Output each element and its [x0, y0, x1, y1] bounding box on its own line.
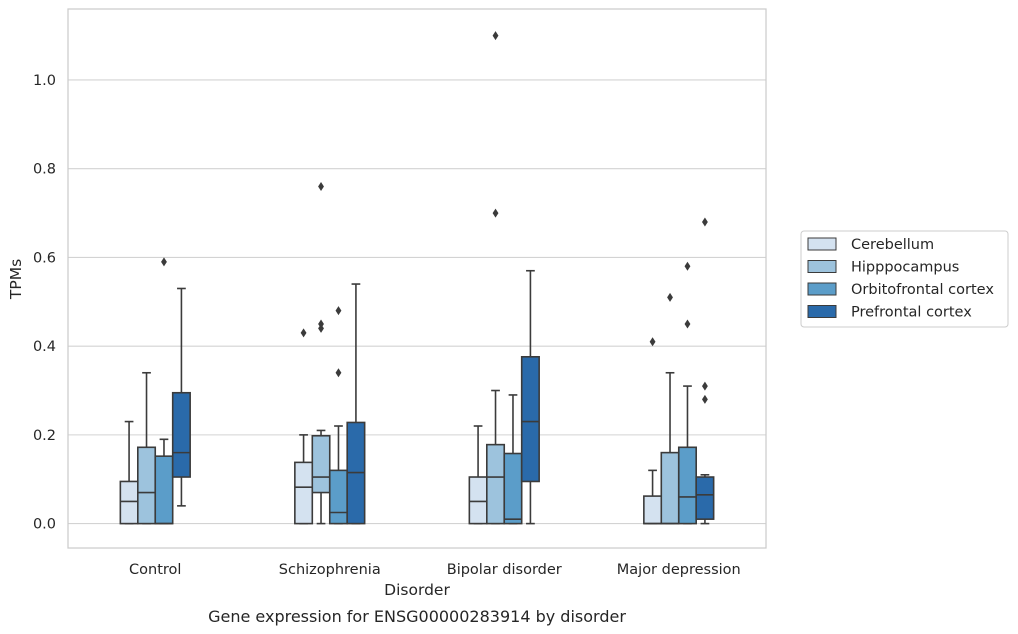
box-body: [311, 434, 331, 494]
box-body: [137, 446, 157, 525]
y-tick-labels: 0.0 0.2 0.4 0.6 0.8 1.0: [33, 73, 56, 533]
box-prefrontal-cortex: [695, 217, 715, 525]
x-tick-label: Control: [129, 562, 181, 578]
outlier-point: [684, 261, 691, 271]
boxes: [119, 31, 715, 525]
outlier-point: [702, 217, 708, 227]
box-cerebellum: [119, 420, 139, 525]
outlier-point: [492, 208, 499, 218]
outlier-point: [492, 31, 499, 41]
x-tick-label: Major depression: [617, 562, 741, 578]
y-tick-label: 0.4: [33, 339, 56, 355]
legend-swatch: [807, 237, 837, 251]
box-orbitofrontal-cortex: [328, 306, 349, 525]
legend-frame: [800, 230, 1009, 328]
box-body: [119, 480, 139, 525]
box-body: [171, 391, 191, 478]
box-body: [677, 446, 698, 525]
x-tick-label: Bipolar disorder: [447, 562, 562, 578]
outlier-point: [702, 381, 708, 391]
legend-label: Cerebellum: [851, 237, 934, 253]
legend-swatch: [807, 260, 837, 273]
box-body: [468, 476, 488, 525]
legend-entries: Cerebellum Hipppocampus Orbitofrontal cort…: [807, 237, 994, 321]
outlier-point: [702, 394, 708, 404]
box-body: [695, 476, 715, 520]
box-body: [328, 469, 349, 525]
plot-area-frame: [67, 8, 767, 549]
box-prefrontal-cortex: [346, 283, 366, 525]
chart-caption: Gene expression for ENSG00000283914 by d…: [208, 607, 626, 626]
box-body: [485, 443, 506, 525]
legend: Cerebellum Hipppocampus Orbitofrontal cort…: [800, 230, 1009, 328]
box-prefrontal-cortex: [171, 287, 191, 507]
outlier-point: [649, 337, 656, 347]
box-orbitofrontal-cortex: [154, 257, 174, 525]
box-hipppocampus: [137, 371, 157, 525]
box-orbitofrontal-cortex: [677, 261, 698, 525]
y-tick-label: 0.6: [33, 250, 56, 266]
legend-label: Prefrontal cortex: [851, 305, 972, 321]
box-orbitofrontal-cortex: [503, 394, 523, 525]
x-tick-label: Schizophrenia: [279, 562, 381, 578]
outlier-point: [667, 292, 673, 302]
box-hipppocampus: [311, 181, 331, 525]
box-body: [294, 461, 314, 525]
x-axis-title: Disorder: [384, 581, 450, 599]
outlier-point: [318, 181, 324, 191]
outlier-point: [335, 368, 342, 378]
box-hipppocampus: [660, 292, 680, 525]
box-cerebellum: [468, 425, 488, 525]
x-tick-labels: Control Schizophrenia Bipolar disorder Majo…: [129, 562, 741, 578]
y-tick-label: 0.2: [33, 428, 56, 444]
box-body: [643, 495, 663, 525]
outlier-point: [300, 328, 307, 338]
box-cerebellum: [294, 328, 314, 525]
y-tick-label: 0.0: [33, 517, 56, 533]
legend-label: Hipppocampus: [851, 260, 959, 276]
legend-swatch: [807, 282, 837, 296]
y-tick-label: 0.8: [33, 162, 56, 178]
box-body: [154, 455, 174, 525]
box-cerebellum: [643, 337, 663, 525]
legend-swatch: [807, 305, 837, 318]
box-body: [660, 451, 680, 525]
box-body: [503, 452, 523, 525]
y-tick-label: 1.0: [33, 73, 56, 89]
outlier-point: [161, 257, 167, 267]
outlier-point: [335, 306, 342, 316]
y-axis-title: TPMs: [7, 259, 25, 300]
box-prefrontal-cortex: [520, 269, 540, 525]
outlier-point: [318, 319, 324, 329]
legend-label: Orbitofrontal cortex: [851, 282, 994, 298]
outlier-point: [684, 319, 691, 329]
box-body: [520, 355, 540, 483]
box-hipppocampus: [485, 31, 506, 525]
